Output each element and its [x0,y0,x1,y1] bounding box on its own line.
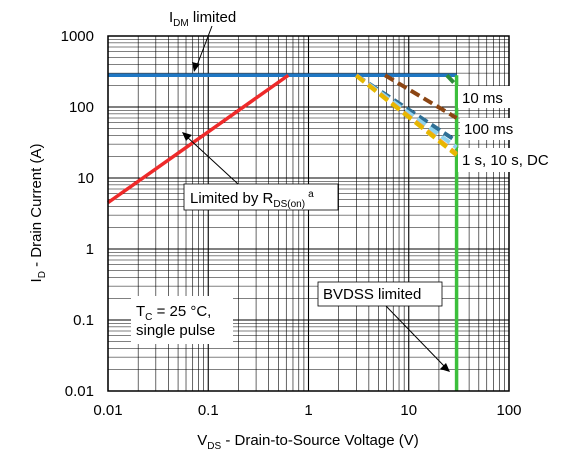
idm-label-box [166,4,270,28]
bvdss-label: BVDSS limited [323,286,421,303]
y-axis-title-sub: D [37,271,48,278]
series-line-10-ms [384,73,458,120]
tick-labels: 0.01 0.1 1 10 100 1000 100 10 1 0.1 0.01 [61,28,522,419]
label-10ms-box [458,86,514,108]
x-tick-label: 0.1 [198,402,219,419]
x-axis-title-sub: DS [207,441,221,452]
series-line-10-ms [445,73,459,87]
tc-label-box [131,296,233,344]
x-axis-title: VDS - Drain-to-Source Voltage (V) [197,432,419,452]
y-tick-label: 1 [86,241,94,258]
idm-label-main: I [169,9,173,26]
rds-label-box [183,183,339,211]
rds-arrowhead [182,132,192,141]
label-10ms: 10 ms [462,90,503,107]
rds-label-main: Limited by R [190,190,274,207]
label-100ms: 100 ms [464,121,513,138]
idm-arrowhead [192,62,200,72]
label-dc-box [458,148,568,172]
y-tick-label: 100 [69,99,94,116]
rds-label-sup: a [308,189,314,200]
tc-label-line1: TC = 25 °C, [136,303,211,323]
y-axis-title-main: I [28,278,45,282]
label-dc: 1 s, 10 s, DC [462,152,549,169]
plot-frame [107,35,510,392]
idm-label: IDM limited [169,9,236,29]
y-tick-label: 10 [77,170,94,187]
tc-label-line2: single pulse [136,322,215,339]
idm-label-sub: DM [173,18,189,29]
idm-arrow [195,25,213,69]
rds-label-sub: DS(on) [273,199,305,210]
x-tick-label: 100 [496,402,521,419]
bvdss-arrow [385,305,447,369]
y-tick-label: 1000 [61,28,94,45]
y-tick-label: 0.01 [65,383,94,400]
y-tick-label: 0.1 [73,312,94,329]
series-layer [106,73,459,391]
x-axis-title-rest: - Drain-to-Source Voltage (V) [221,432,419,449]
series-line-dc [355,74,458,157]
rds-label: Limited by RDS(on)a [190,189,314,210]
idm-label-rest: limited [189,9,237,26]
x-axis-title-main: V [197,432,207,449]
tc-label-sub: C [145,312,152,323]
bvdss-label-box [317,281,443,307]
x-tick-label: 1 [304,402,312,419]
rds-arrow [185,135,239,185]
y-axis-title-rest: - Drain Current (A) [28,144,45,272]
label-100ms-box [460,118,526,140]
x-tick-label: 0.01 [93,402,122,419]
series-line-limited-by-rds-on- [106,73,290,205]
tc-label-main: T [136,303,145,320]
x-tick-label: 10 [400,402,417,419]
y-axis-title: ID - Drain Current (A) [28,144,48,283]
tc-label-rest: = 25 °C, [152,303,211,320]
bvdss-arrowhead [440,363,450,372]
